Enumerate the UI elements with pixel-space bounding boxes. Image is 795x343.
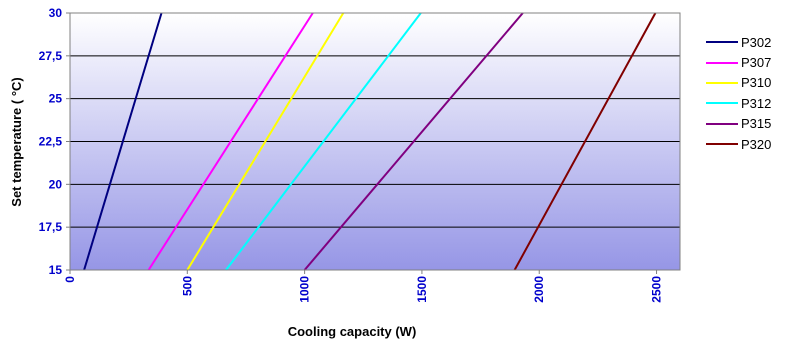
y-tick-label: 25 — [49, 92, 63, 106]
x-tick-label: 2000 — [532, 276, 546, 303]
x-tick-label: 2500 — [650, 276, 664, 303]
series-line-p302 — [83, 12, 163, 271]
y-tick-label: 15 — [49, 263, 63, 277]
legend-swatch — [706, 61, 738, 64]
series-line-p312 — [225, 12, 422, 271]
y-axis-label: Set temperature ( °C) — [9, 77, 24, 206]
legend: P302 P307 P310 P312 P315 P320 — [706, 32, 792, 154]
legend-label: P312 — [741, 95, 772, 111]
legend-label: P320 — [741, 136, 772, 152]
legend-label: P315 — [741, 116, 772, 132]
legend-swatch — [706, 81, 738, 84]
y-tick-label: 22,5 — [39, 135, 63, 149]
series-line-p315 — [303, 12, 524, 271]
x-tick-label: 1000 — [298, 276, 312, 303]
x-axis-label: Cooling capacity (W) — [288, 324, 417, 339]
series-line-p320 — [513, 12, 657, 271]
y-tick-label: 27,5 — [39, 49, 63, 63]
x-tick-label: 1500 — [415, 276, 429, 303]
x-tick-label: 0 — [63, 276, 77, 283]
legend-item-p302: P302 — [706, 32, 792, 52]
x-tick-label: 500 — [180, 276, 194, 296]
series-line-p307 — [147, 12, 314, 271]
legend-label: P307 — [741, 55, 772, 71]
series-line-p310 — [186, 12, 345, 271]
legend-swatch — [706, 143, 738, 146]
legend-swatch — [706, 102, 738, 105]
y-tick-label: 17,5 — [39, 220, 63, 234]
legend-label: P302 — [741, 34, 772, 50]
legend-item-p315: P315 — [706, 114, 792, 134]
legend-item-p320: P320 — [706, 134, 792, 154]
legend-swatch — [706, 122, 738, 125]
legend-swatch — [706, 41, 738, 44]
legend-label: P310 — [741, 75, 772, 91]
legend-item-p310: P310 — [706, 73, 792, 93]
y-tick-label: 20 — [49, 177, 63, 191]
legend-item-p312: P312 — [706, 93, 792, 113]
legend-item-p307: P307 — [706, 52, 792, 72]
y-tick-label: 30 — [49, 6, 63, 20]
